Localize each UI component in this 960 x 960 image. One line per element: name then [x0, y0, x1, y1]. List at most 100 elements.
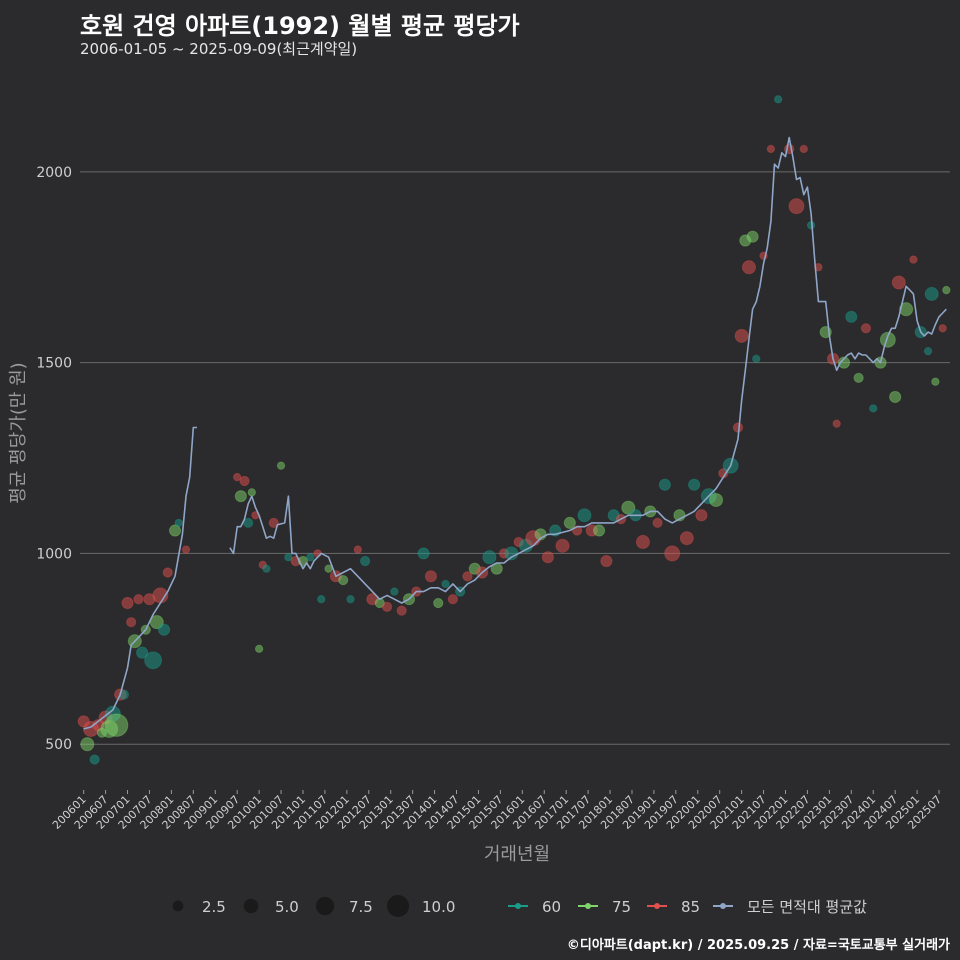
legend-size-label: 2.5 [202, 898, 226, 916]
point-s85 [600, 554, 613, 568]
point-s60 [773, 95, 783, 104]
point-s60 [869, 404, 878, 413]
y-tick-label: 500 [45, 737, 72, 753]
point-s60 [845, 310, 858, 323]
point-s75 [563, 516, 576, 529]
point-s85 [353, 545, 363, 554]
average-line-segment [229, 136, 947, 604]
point-s60 [577, 508, 592, 523]
point-s75 [621, 500, 636, 515]
legend-size-label: 7.5 [349, 898, 373, 916]
legend-dot-key [654, 903, 660, 909]
scatter-points [77, 95, 951, 765]
point-s85 [268, 517, 279, 529]
legend-size-key [172, 900, 184, 912]
point-s85 [679, 531, 694, 546]
point-s60 [359, 555, 371, 567]
y-tick-label: 2000 [36, 165, 72, 181]
gridlines [80, 171, 950, 745]
point-s60 [752, 354, 761, 364]
point-s85 [734, 328, 749, 343]
footer-credit: ©디아파트(dapt.kr) / 2025.09.25 / 자료=국토교통부 실… [566, 938, 950, 953]
point-s60 [284, 553, 293, 562]
point-s60 [262, 564, 271, 573]
point-s85 [424, 570, 438, 583]
point-s85 [541, 551, 554, 564]
point-s60 [89, 754, 100, 765]
point-s60 [658, 478, 671, 491]
legend-size-key [387, 895, 409, 917]
point-s60 [688, 478, 701, 491]
point-s75 [931, 377, 940, 386]
point-s85 [162, 567, 173, 578]
chart-subtitle: 2006-01-05 ~ 2025-09-09(최근계약일) [80, 40, 358, 58]
legend: 2.5 5.0 7.5 10.0 60 75 85 모든 면적대 평균값 [172, 895, 867, 917]
legend-size-label: 5.0 [275, 898, 299, 916]
legend-size-key [243, 898, 259, 914]
point-s85 [126, 616, 137, 628]
point-s75 [853, 372, 864, 384]
legend-size-key [315, 896, 335, 916]
point-s60 [136, 646, 149, 659]
point-s85 [741, 260, 756, 275]
y-tick-label: 1000 [36, 546, 72, 562]
point-s60 [317, 595, 326, 604]
point-s75 [709, 492, 724, 508]
point-s85 [766, 144, 776, 154]
y-axis-title: 평균 평당가(만 원) [8, 362, 29, 503]
point-s85 [832, 419, 841, 428]
point-s75 [592, 524, 606, 537]
point-s85 [555, 538, 570, 553]
point-s85 [891, 275, 906, 290]
point-s75 [837, 356, 851, 369]
point-s85 [860, 323, 872, 334]
point-s75 [234, 490, 247, 503]
point-s75 [889, 390, 902, 404]
point-s75 [276, 461, 286, 470]
legend-dot-key [515, 903, 521, 909]
point-s85 [695, 509, 708, 522]
point-s85 [938, 324, 947, 333]
point-s85 [447, 594, 459, 605]
legend-series-label: 85 [681, 898, 700, 916]
point-s85 [799, 144, 808, 154]
point-s60 [174, 518, 183, 528]
point-s85 [462, 571, 473, 582]
y-tick-label: 1500 [36, 356, 72, 372]
point-s60 [417, 547, 430, 560]
point-s85 [664, 545, 681, 562]
point-s60 [306, 553, 315, 562]
chart-title: 호원 건영 아파트(1992) 월별 평균 평당가 [80, 12, 520, 40]
point-s60 [924, 286, 939, 301]
point-s85 [232, 472, 242, 482]
point-s60 [923, 346, 933, 356]
average-line [83, 136, 947, 730]
point-s85 [181, 545, 191, 554]
point-s60 [346, 595, 355, 604]
legend-series-label: 모든 면적대 평균값 [747, 898, 867, 916]
point-s75 [254, 644, 264, 654]
point-s85 [635, 534, 650, 550]
point-s85 [381, 601, 393, 612]
legend-dot-key [585, 903, 591, 909]
x-axis-ticks: 2006012006072007012007072008012008072009… [50, 790, 944, 832]
point-s75 [433, 597, 444, 609]
point-s85 [396, 605, 407, 616]
legend-dot-key [720, 903, 726, 909]
point-s75 [899, 302, 914, 317]
point-s75 [338, 574, 349, 586]
y-axis-ticks: 500 1000 1500 2000 [36, 165, 72, 753]
point-s60 [390, 587, 399, 596]
point-s75 [247, 488, 257, 497]
point-s85 [133, 594, 144, 605]
point-s75 [104, 713, 129, 737]
point-s75 [80, 737, 95, 752]
point-s60 [482, 550, 497, 565]
x-axis-title: 거래년월 [484, 844, 550, 865]
legend-series-label: 60 [542, 898, 561, 916]
point-s75 [746, 230, 759, 243]
average-line-segment [83, 426, 197, 730]
legend-size-label: 10.0 [422, 898, 455, 916]
point-s60 [157, 623, 171, 636]
